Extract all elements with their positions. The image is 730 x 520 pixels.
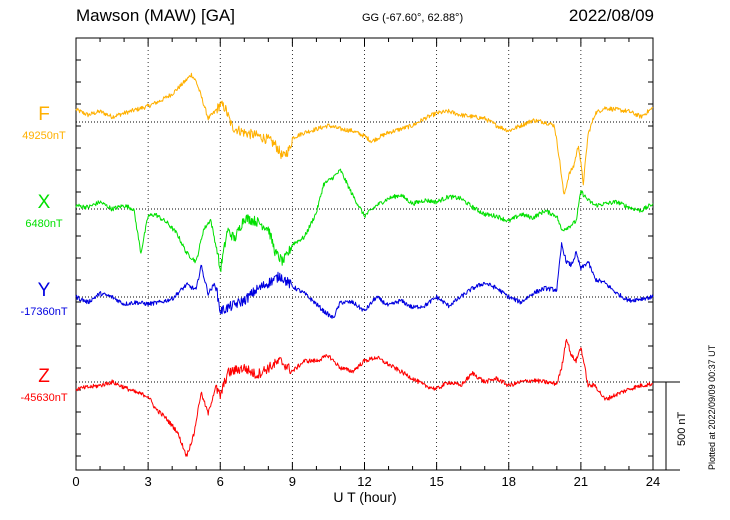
station-name: Mawson (MAW) [GA] [76,6,235,25]
scale-bar-label: 500 nT [676,411,688,446]
component-letter: Z [38,366,50,387]
series-line-z [75,338,654,457]
x-tick-label: 6 [217,474,224,489]
x-tick-label: 0 [72,474,79,489]
series-lines [75,72,654,457]
component-label-x: X 6480nT [9,192,79,230]
scale-bar [653,381,680,471]
chart-date: 2022/08/09 [568,6,654,25]
x-tick-label: 15 [429,474,443,489]
x-tick-label: 24 [646,474,660,489]
component-label-f: F 49250nT [9,104,79,142]
x-tick-label: 12 [357,474,371,489]
component-letter: X [37,192,51,213]
component-baseline: 49250nT [22,130,66,142]
grid [76,38,653,470]
component-letter: F [38,104,50,125]
series-line-y [75,242,654,319]
ticks: 0 3 6 9 12 15 18 21 24 [72,38,660,489]
x-tick-label: 3 [145,474,152,489]
component-baseline: -17360nT [20,306,68,318]
component-baseline: -45630nT [20,392,68,404]
plotted-timestamp: Plotted at 2022/09/09 00:37 UT [707,344,717,470]
component-letter: Y [37,280,51,301]
series-line-x [75,168,654,273]
x-axis-label: U T (hour) [333,489,397,505]
component-label-z: Z -45630nT [9,366,79,404]
x-tick-label: 9 [289,474,296,489]
station-coordinates: GG (-67.60°, 62.88°) [362,12,464,24]
series-line-f [75,72,654,195]
component-label-y: Y -17360nT [9,280,79,318]
x-tick-label: 18 [502,474,516,489]
component-baseline: 6480nT [25,218,63,230]
x-tick-label: 21 [574,474,588,489]
